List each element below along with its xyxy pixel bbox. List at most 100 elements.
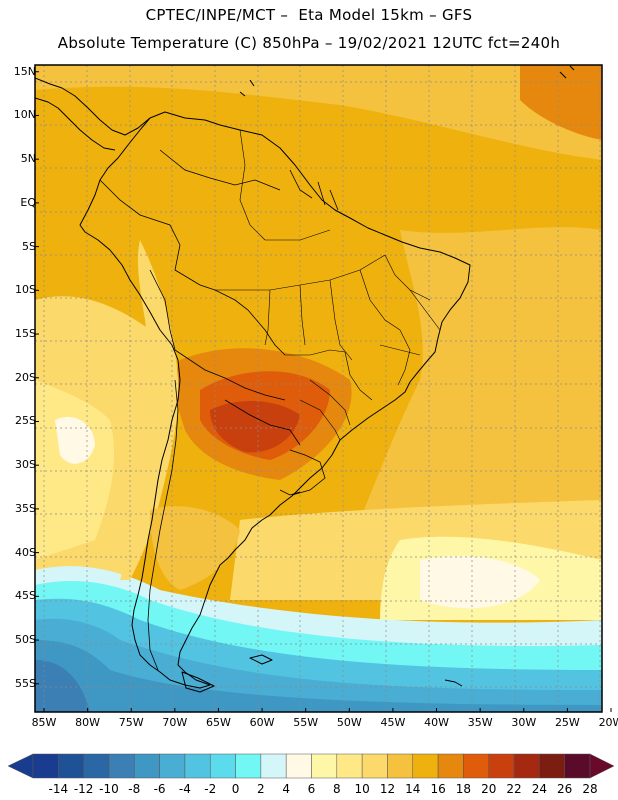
lon-label-35w: 35W <box>467 716 493 729</box>
lon-label-70w: 70W <box>162 716 188 729</box>
colorbar-label: 14 <box>405 782 421 796</box>
colorbar-label: 2 <box>257 782 265 796</box>
coastlines <box>35 65 575 693</box>
field-ne-warm <box>520 65 602 140</box>
lat-label-40s: 40S <box>15 545 36 559</box>
colorbar-label: -8 <box>128 782 141 796</box>
lon-label-85w: 85W <box>31 716 57 729</box>
lon-label-75w: 75W <box>118 716 144 729</box>
lon-label-55w: 55W <box>293 716 319 729</box>
border-venezuela <box>159 149 281 191</box>
lat-label-15s: 15S <box>15 327 36 341</box>
colorbar-label: 4 <box>282 782 290 796</box>
colorbar-label: 20 <box>481 782 497 796</box>
field-andes <box>120 240 179 580</box>
country-borders <box>99 149 339 671</box>
temperature-field <box>35 65 602 712</box>
lon-label-50w: 50W <box>336 716 362 729</box>
colorbar-swatch <box>361 753 388 779</box>
colorbar-over-arrow <box>589 753 615 779</box>
tierra-del-fuego <box>181 671 215 693</box>
colorbar-swatch <box>539 753 565 779</box>
colorbar-swatch <box>513 753 540 779</box>
south-georgia <box>444 679 463 687</box>
lat-label-5s: 5S <box>22 239 36 253</box>
border-uruguay <box>289 449 326 496</box>
colorbar-swatch <box>235 753 262 779</box>
colorbar-swatch <box>134 753 160 779</box>
colorbar-label: -6 <box>153 782 166 796</box>
central-america-pacific <box>35 97 116 151</box>
colorbar-label: 12 <box>379 782 396 796</box>
lon-label-40w: 40W <box>424 716 449 729</box>
colorbar-label: -10 <box>99 782 119 796</box>
colorbar-label: 10 <box>354 782 370 796</box>
colorbar-swatch <box>285 753 312 779</box>
caribbean-islands <box>239 65 575 97</box>
lon-label-80w: 80W <box>75 716 101 729</box>
map-title-line1: CPTEC/INPE/MCT – Eta Model 15km – GFS <box>145 6 473 24</box>
border-rio-de-la-plata <box>279 489 301 496</box>
lat-label-5n: 5N <box>20 152 36 166</box>
lon-label-45w: 45W <box>380 716 406 729</box>
colorbar-swatch <box>387 753 414 779</box>
map-title-line2: Absolute Temperature (C) 850hPa – 19/02/… <box>57 34 561 52</box>
field-north-ocean <box>35 65 602 160</box>
colorbar-swatch <box>336 753 363 779</box>
lon-label-20w: 20W <box>598 716 618 729</box>
colorbar-label: -12 <box>73 782 94 796</box>
lon-label-65w: 65W <box>206 716 231 729</box>
border-guianas <box>289 169 339 211</box>
colorbar-label: 28 <box>582 782 598 796</box>
border-colombia-peru <box>99 179 181 246</box>
field-pacific-cool <box>35 380 115 560</box>
lat-label-35s: 35S <box>15 501 36 515</box>
border-brazil-west <box>174 244 286 356</box>
map-frame <box>34 64 603 713</box>
colorbar-swatch <box>564 753 591 779</box>
colorbar-swatch <box>184 753 211 779</box>
colorbar-label: -4 <box>178 782 191 796</box>
central-america-coastline <box>35 77 151 136</box>
border-peru-bolivia <box>149 269 191 361</box>
field-cold-5 <box>35 640 602 712</box>
field-cold-6 <box>35 660 90 712</box>
colorbar-swatch <box>260 753 287 779</box>
lat-label-30s: 30S <box>15 458 36 472</box>
lat-label-45s: 45S <box>15 589 36 603</box>
border-paraguay-argentina <box>224 399 301 446</box>
lat-label-25s: 25S <box>15 414 36 428</box>
lat-label-55s: 55S <box>15 676 36 690</box>
lat-label-15n: 15N <box>13 64 36 78</box>
field-sa-pale <box>420 556 540 609</box>
colorbar-label: 18 <box>455 782 472 796</box>
falkland-islands <box>249 654 273 665</box>
colorbar-swatch <box>463 753 489 779</box>
lat-label-eq: EQ <box>20 195 36 209</box>
colorbar-label: 22 <box>506 782 522 796</box>
lon-label-30w: 30W <box>511 716 537 729</box>
state-borders <box>215 129 441 441</box>
colorbar-swatch <box>108 753 135 779</box>
field-atlantic <box>360 227 602 520</box>
colorbar-swatch <box>209 753 236 779</box>
colorbar-swatch <box>311 753 338 779</box>
lon-label-25w: 25W <box>554 716 580 729</box>
colorbar-label: 26 <box>557 782 573 796</box>
colorbar-swatch <box>488 753 515 779</box>
colorbar-swatch <box>58 753 84 779</box>
colorbar-swatch <box>412 753 439 779</box>
colorbar-swatch <box>32 753 59 779</box>
colorbar-swatch <box>437 753 464 779</box>
lat-label-10s: 10S <box>15 283 36 297</box>
colorbar <box>7 753 615 779</box>
colorbar-label: -14 <box>48 782 69 796</box>
colorbar-label: 0 <box>231 782 240 796</box>
colorbar-label: 6 <box>307 782 316 796</box>
lon-label-60w: 60W <box>249 716 275 729</box>
colorbar-swatch <box>159 753 186 779</box>
field-warm-3 <box>210 400 300 453</box>
border-bolivia-paraguay <box>189 359 286 401</box>
lat-label-50s: 50S <box>15 633 36 647</box>
